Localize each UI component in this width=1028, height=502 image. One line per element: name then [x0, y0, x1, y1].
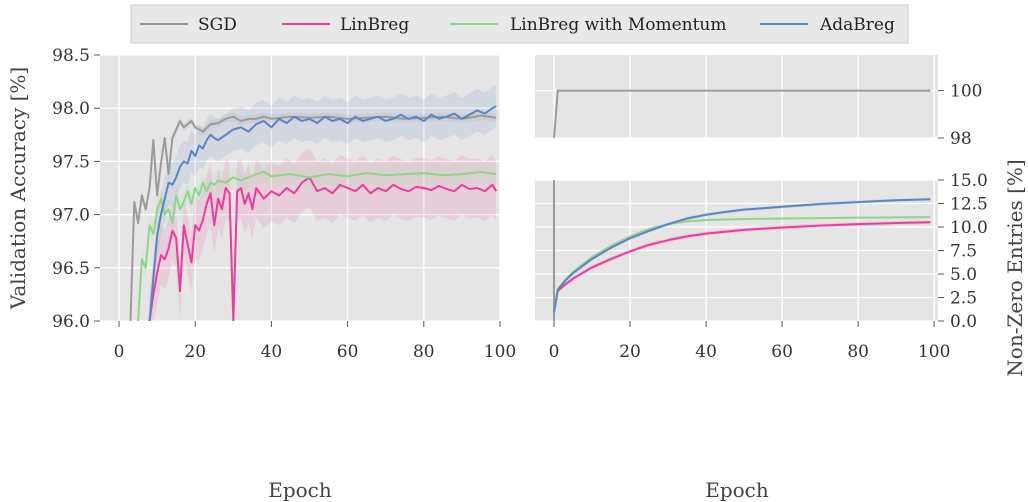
- right-series-lines: [553, 89, 931, 321]
- left-band-linbreg-with-momentum: [138, 161, 497, 321]
- right-x-tick-label: 0: [549, 342, 560, 362]
- right-lower-tick-label: 2.5: [950, 289, 977, 309]
- right-line-sgd-upper: [553, 89, 931, 139]
- right-lower-tick-label: 7.5: [950, 242, 977, 262]
- left-x-tick-label: 80: [413, 342, 435, 362]
- right-x-tick-label: 60: [771, 342, 793, 362]
- right-line-adabreg: [553, 198, 931, 313]
- right-lower-tick-label: 0.0: [950, 312, 977, 332]
- right-upper-tick-label: 100: [950, 82, 982, 102]
- left-y-tick-label: 98.5: [52, 46, 90, 66]
- left-x-tick-label: 100: [484, 342, 516, 362]
- right-upper-tick-label: 98: [950, 129, 972, 149]
- right-y-axis-label: Non-Zero Entries [%]: [1003, 159, 1027, 376]
- legend: SGD LinBreg LinBreg with Momentum AdaBre…: [130, 4, 909, 44]
- legend-label-linbreg-momentum: LinBreg with Momentum: [510, 15, 726, 35]
- right-x-tick-label: 40: [695, 342, 717, 362]
- left-plot: 0 20 40 60 80 100 96.0 96.5 97.0 97.5 98.0 98.5 Epo…: [6, 46, 516, 502]
- left-x-tick-label: 20: [184, 342, 206, 362]
- right-upper-background: [535, 55, 938, 138]
- right-lower-tick-label: 15.0: [950, 171, 988, 191]
- right-confidence-bands: [554, 197, 931, 315]
- right-x-tick-label: 20: [619, 342, 641, 362]
- right-lower-tick-label: 5.0: [950, 265, 977, 285]
- left-y-tick-label: 96.5: [52, 259, 90, 279]
- left-band-adabreg: [149, 84, 497, 321]
- left-x-tick-label: 60: [337, 342, 359, 362]
- left-y-tick-label: 97.5: [52, 152, 90, 172]
- right-x-axis-label: Epoch: [705, 478, 769, 502]
- left-y-tick-label: 97.0: [52, 206, 90, 226]
- left-series-lines: [129, 105, 498, 321]
- right-band-linbreg: [554, 220, 931, 315]
- left-y-axis-label: Validation Accuracy [%]: [6, 67, 30, 310]
- right-tick-labels: 0 20 40 60 80 100981000.02.55.07.510.012.515.…: [549, 82, 988, 362]
- legend-label-adabreg: AdaBreg: [819, 15, 895, 35]
- left-x-tick-label: 0: [114, 342, 125, 362]
- legend-label-linbreg: LinBreg: [340, 15, 409, 35]
- right-lower-tick-label: 12.5: [950, 195, 988, 215]
- right-line-linbreg: [553, 221, 931, 313]
- left-x-tick-label: 40: [261, 342, 283, 362]
- left-line-linbreg: [148, 176, 498, 321]
- right-x-tick-label: 100: [918, 342, 950, 362]
- right-lower-tick-label: 10.0: [950, 218, 988, 238]
- left-y-tick-label: 98.0: [52, 99, 90, 119]
- legend-label-sgd: SGD: [198, 15, 237, 35]
- right-plot: 0 20 40 60 80 100981000.02.55.07.510.012.515.…: [535, 55, 1027, 502]
- left-tick-labels: 0 20 40 60 80 100 96.0 96.5 97.0 97.5 98.0 98.5: [52, 46, 516, 362]
- right-x-tick-label: 80: [847, 342, 869, 362]
- left-line-adabreg: [148, 105, 497, 321]
- left-line-linbreg-with-momentum: [137, 171, 497, 321]
- left-y-tick-label: 96.0: [52, 312, 90, 332]
- left-x-axis-label: Epoch: [268, 478, 332, 502]
